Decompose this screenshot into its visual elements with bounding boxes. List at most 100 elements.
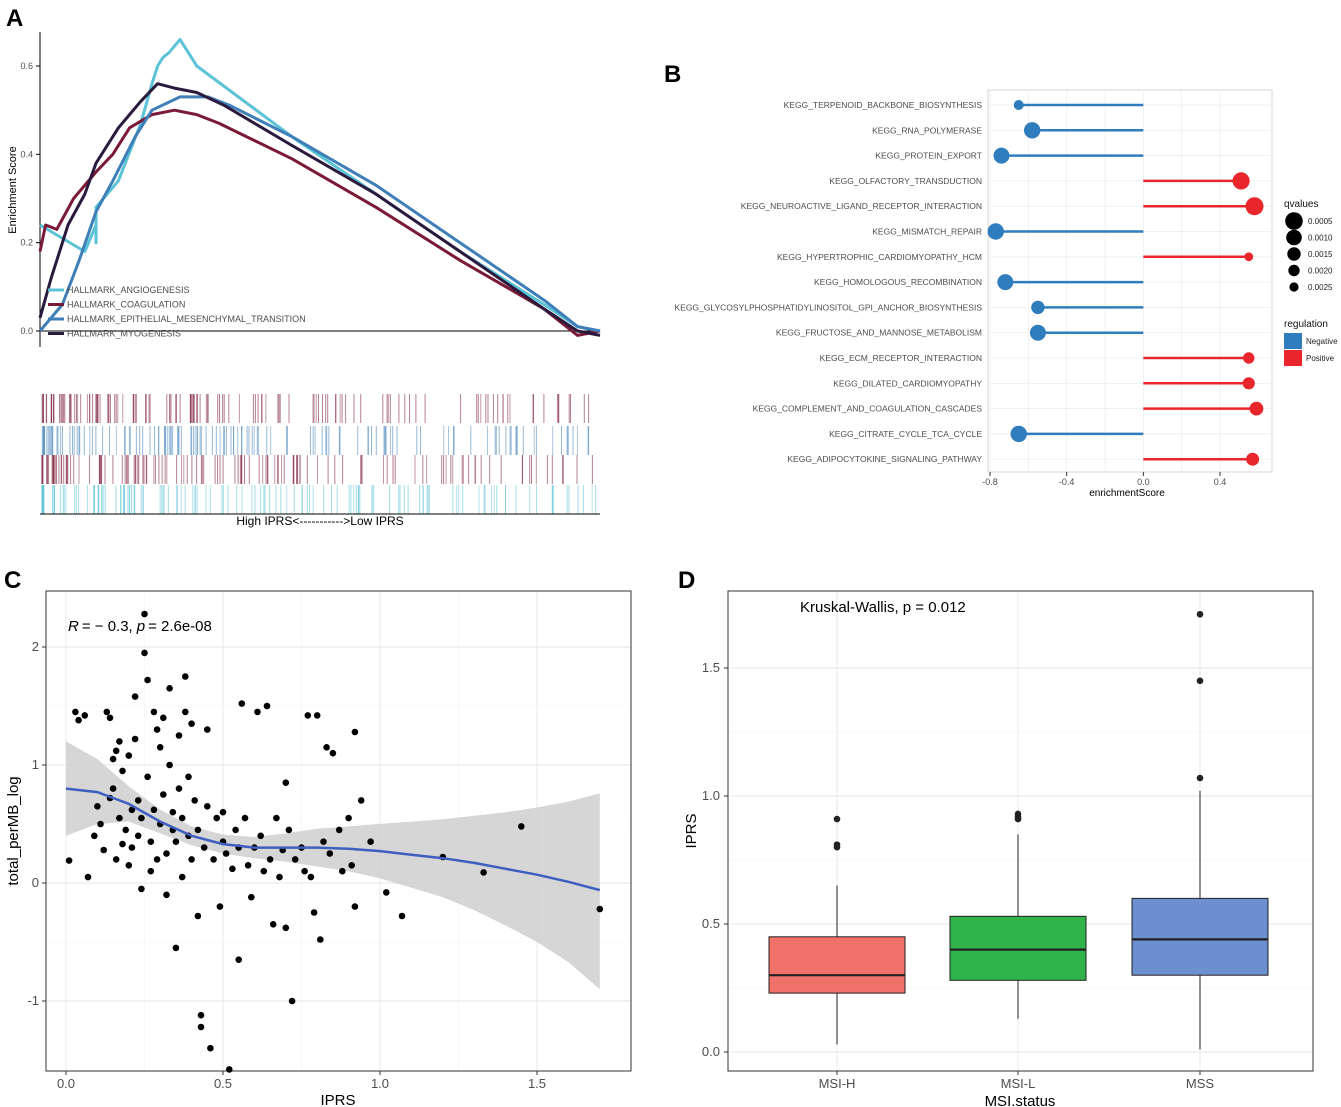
panel-c-data-point: [144, 676, 151, 684]
panel-b-point: [993, 147, 1010, 164]
panel-b-legend-qvalues-title: qvalues: [1284, 199, 1318, 210]
panel-c-data-point: [282, 924, 290, 932]
panel-d-y-tick-label: 1.0: [702, 788, 720, 803]
panel-c-data-point: [160, 714, 167, 722]
panel-c-data-point: [232, 826, 239, 834]
panel-c-data-point: [153, 856, 161, 863]
panel-b-pathway-label: KEGG_FRUCTOSE_AND_MANNOSE_METABOLISM: [776, 328, 982, 338]
panel-d-plot-area: [727, 590, 1314, 1072]
panel-c-x-tick-label: 1.0: [371, 1076, 389, 1091]
panel-c-data-point: [169, 808, 177, 816]
panel-c-data-point: [197, 1011, 205, 1019]
panel-c-data-point: [166, 685, 173, 692]
panel-b-point: [1232, 172, 1250, 190]
panel-c-data-point: [128, 806, 136, 814]
panel-b-pathway-label: KEGG_MISMATCH_REPAIR: [872, 227, 982, 237]
panel-b-point: [1023, 122, 1041, 139]
panel-a-x-title: High IPRS<----------->Low IPRS: [236, 514, 403, 528]
panel-c-data-point: [103, 708, 111, 716]
panel-c-data-point: [351, 903, 359, 910]
panel-c-data-point: [238, 700, 246, 707]
panel-b-x-tick-label: -0.8: [982, 477, 998, 487]
panel-b-x-tick-label: -0.4: [1059, 477, 1075, 487]
panel-label-d: D: [678, 567, 695, 594]
panel-c-data-point: [122, 826, 129, 834]
panel-c-data-point: [134, 797, 142, 804]
panel-c-data-point: [97, 820, 104, 828]
panel-c-data-point: [367, 838, 374, 845]
panel-a-series-line: [38, 82, 601, 337]
panel-c-data-point: [291, 856, 299, 863]
panel-c-y-tick-label: 1: [32, 757, 39, 772]
panel-a-y-title: Enrichment Score: [7, 146, 19, 233]
panel-c-data-point: [72, 708, 79, 716]
panel-b-legend-regulation-title: regulation: [1284, 319, 1328, 330]
panel-c-data-point: [204, 726, 211, 733]
panel-c-data-point: [197, 1023, 205, 1031]
panel-d-outlier-point: [1014, 810, 1022, 818]
panel-b-legend-size-dot: [1288, 264, 1300, 277]
panel-c-data-point: [109, 785, 117, 792]
panel-c-data-point: [182, 673, 189, 680]
panel-b-point: [1243, 352, 1255, 364]
panel-d-x-tick-label: MSI-L: [1001, 1076, 1036, 1091]
panel-b-legend-size-dot: [1286, 229, 1302, 246]
panel-c-data-point: [150, 708, 158, 716]
panel-c-confidence-band: [66, 741, 600, 990]
panel-c-data-point: [320, 838, 327, 845]
panel-c-data-point: [100, 846, 107, 854]
panel-c-data-point: [345, 814, 352, 822]
panel-c-data-point: [213, 814, 220, 822]
panel-c-data-point: [75, 716, 82, 724]
panel-b-legend-color-swatch: [1284, 350, 1302, 366]
panel-b-pathway-label: KEGG_ECM_RECEPTOR_INTERACTION: [820, 353, 982, 363]
panel-c-data-point: [226, 1066, 233, 1073]
panel-c-data-point: [178, 814, 186, 822]
panel-c-data-point: [119, 840, 126, 848]
panel-c-data-point: [351, 728, 359, 736]
panel-c-data-point: [326, 850, 334, 857]
panel-c-data-point: [163, 891, 170, 899]
panel-b-point: [1013, 100, 1024, 110]
panel-c-x-tick-label: 0.0: [57, 1076, 75, 1091]
panel-c-data-point: [138, 814, 145, 822]
panel-c-data-point: [84, 873, 92, 881]
panel-c-data-point: [317, 936, 324, 943]
panel-c-data-point: [65, 857, 73, 864]
panel-b-point: [1249, 401, 1264, 416]
panel-a-legend-label: HALLMARK_ANGIOGENESIS: [67, 285, 190, 295]
panel-b-point: [1031, 300, 1045, 315]
panel-a-y-tick-label: 0.4: [20, 149, 33, 159]
panel-a-y-tick-label: 0.0: [20, 326, 33, 336]
panel-c-data-point: [480, 869, 487, 876]
panel-b-x-tick-label: 0.4: [1214, 477, 1227, 487]
panel-c-data-point: [383, 889, 390, 896]
panel-c-data-point: [172, 838, 180, 845]
panel-b-pathway-label: KEGG_NEUROACTIVE_LIGAND_RECEPTOR_INTERAC…: [741, 201, 982, 211]
panel-a-legend-label: HALLMARK_EPITHELIAL_MESENCHYMAL_TRANSITI…: [67, 314, 306, 324]
panel-b-legend-color-swatch: [1284, 333, 1302, 349]
panel-b-pathway-label: KEGG_PROTEIN_EXPORT: [875, 151, 982, 161]
panel-d-outlier-point: [833, 815, 841, 823]
panel-c-data-point: [163, 850, 170, 857]
panel-b-pathway-label: KEGG_ADIPOCYTOKINE_SIGNALING_PATHWAY: [787, 454, 982, 464]
panel-d-y-title: IPRS: [683, 813, 700, 848]
panel-b-point: [1245, 197, 1264, 216]
panel-b-point: [1244, 252, 1254, 262]
panel-a-legend-label: HALLMARK_COAGULATION: [67, 300, 185, 310]
panel-c-data-point: [200, 844, 208, 851]
panel-c-data-point: [273, 814, 280, 822]
panel-c-x-title: IPRS: [320, 1092, 355, 1107]
panel-b-pathway-label: KEGG_COMPLEMENT_AND_COAGULATION_CASCADES: [753, 404, 983, 414]
panel-c-data-point: [257, 832, 265, 840]
panel-c-data-point: [131, 735, 139, 743]
panel-b-legend-color-label: Positive: [1306, 354, 1335, 363]
panel-b-pathway-label: KEGG_OLFACTORY_TRANSDUCTION: [829, 176, 982, 186]
panel-c-data-point: [518, 823, 525, 830]
panel-c-x-tick-label: 1.5: [528, 1076, 546, 1091]
panel-c-data-point: [244, 862, 252, 869]
panel-d-kruskal-label: Kruskal-Wallis, p = 0.012: [800, 599, 966, 616]
panel-label-c: C: [4, 567, 21, 594]
panel-c-data-point: [329, 749, 337, 757]
panel-b-point: [1246, 452, 1260, 466]
